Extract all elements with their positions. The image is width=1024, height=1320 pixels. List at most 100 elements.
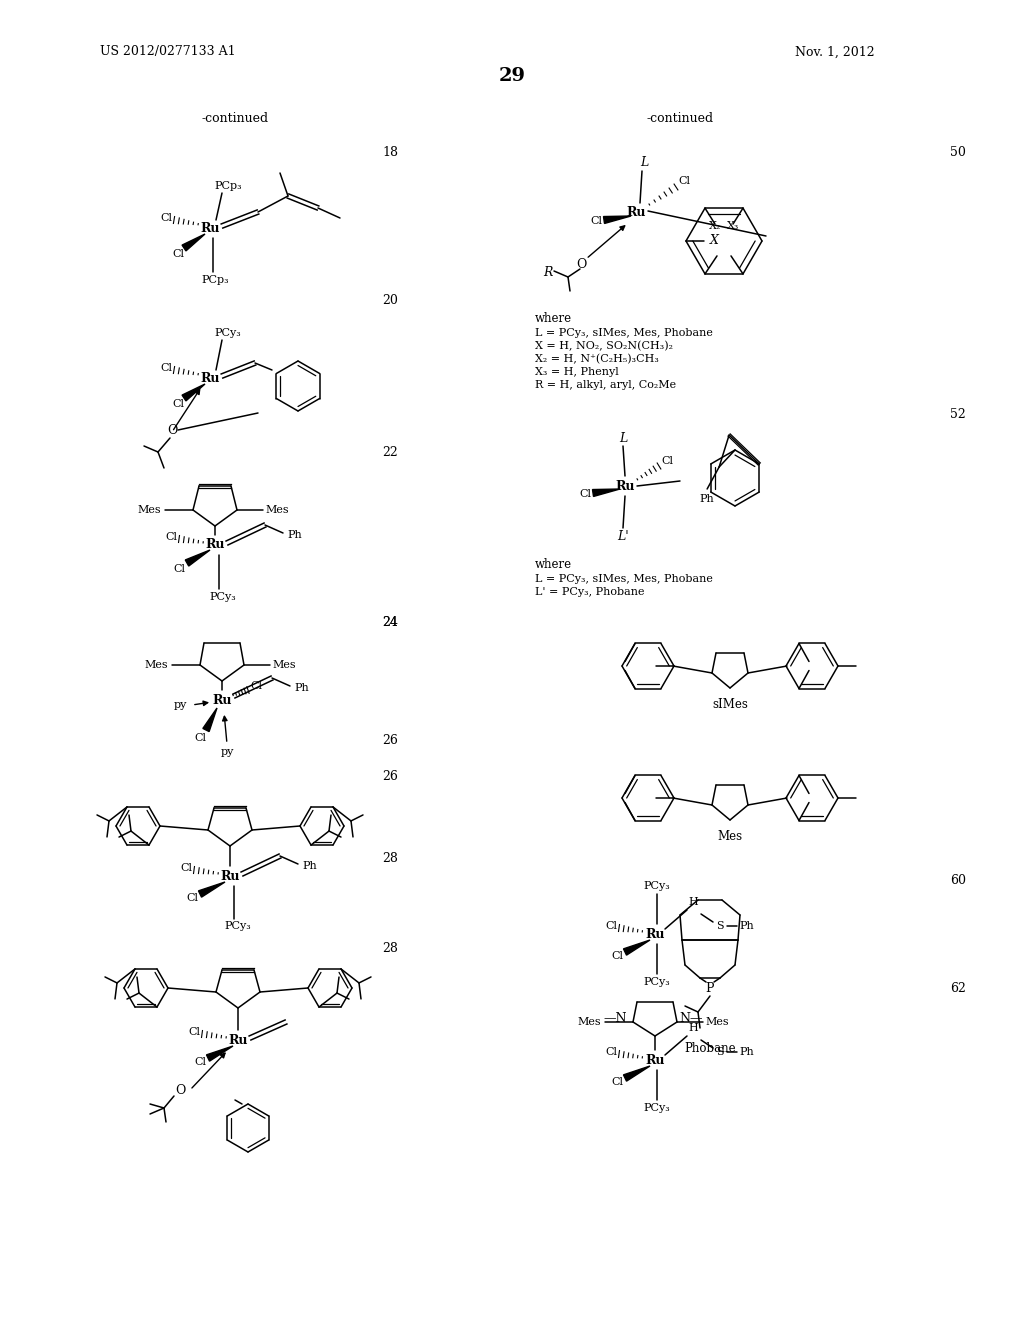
Polygon shape (182, 384, 205, 401)
Text: X₂ = H, N⁺(C₂H₅)₃CH₃: X₂ = H, N⁺(C₂H₅)₃CH₃ (535, 354, 658, 364)
Text: Cl: Cl (186, 894, 198, 903)
Text: PCp₃: PCp₃ (201, 275, 228, 285)
Text: Mes: Mes (144, 660, 168, 671)
Text: Cl: Cl (173, 564, 185, 574)
Text: 28: 28 (382, 941, 398, 954)
Text: PCp₃: PCp₃ (214, 181, 242, 191)
Text: N—: N— (679, 1012, 702, 1026)
Text: where: where (535, 558, 572, 572)
Text: L: L (640, 157, 648, 169)
Text: Ph: Ph (303, 861, 317, 871)
Text: 24: 24 (382, 615, 398, 628)
Text: PCy₃: PCy₃ (224, 921, 251, 931)
Text: -continued: -continued (646, 111, 714, 124)
Text: X = H, NO₂, SO₂N(CH₃)₂: X = H, NO₂, SO₂N(CH₃)₂ (535, 341, 673, 351)
Polygon shape (603, 216, 631, 223)
Text: P: P (706, 982, 715, 994)
Text: Mes: Mes (578, 1016, 601, 1027)
Text: -continued: -continued (202, 111, 268, 124)
Text: PCy₃: PCy₃ (644, 1104, 671, 1113)
Text: Mes: Mes (272, 660, 296, 671)
Text: 26: 26 (382, 734, 398, 747)
Text: Mes: Mes (265, 506, 289, 515)
Polygon shape (203, 708, 217, 731)
Text: Cl: Cl (194, 1057, 206, 1067)
Text: py: py (173, 700, 186, 710)
Text: 29: 29 (499, 67, 525, 84)
Text: Mes: Mes (706, 1016, 729, 1027)
Text: Nov. 1, 2012: Nov. 1, 2012 (796, 45, 874, 58)
Text: X₃: X₃ (727, 220, 739, 231)
Text: 26: 26 (382, 770, 398, 783)
Text: —N: —N (603, 1012, 627, 1026)
Text: Ru: Ru (627, 206, 646, 219)
Text: Cl: Cl (611, 1077, 623, 1086)
Text: Cl: Cl (611, 950, 623, 961)
Polygon shape (207, 1045, 233, 1061)
Text: Ru: Ru (201, 371, 220, 384)
Text: Mes: Mes (718, 829, 742, 842)
Text: PCy₃: PCy₃ (215, 327, 242, 338)
Text: 22: 22 (382, 446, 398, 459)
Text: Ru: Ru (615, 479, 635, 492)
Text: Cl: Cl (605, 1047, 617, 1057)
Text: Cl: Cl (172, 399, 184, 409)
Text: where: where (535, 312, 572, 325)
Text: Cl: Cl (579, 488, 591, 499)
Text: Cl: Cl (250, 681, 262, 690)
Text: 60: 60 (950, 874, 966, 887)
Text: 50: 50 (950, 145, 966, 158)
Text: Ru: Ru (212, 693, 231, 706)
Text: X₃ = H, Phenyl: X₃ = H, Phenyl (535, 367, 618, 378)
Text: Ph: Ph (295, 682, 309, 693)
Text: Cl: Cl (165, 532, 177, 543)
Text: Ru: Ru (201, 222, 220, 235)
Text: Cl: Cl (590, 216, 602, 226)
Text: X₂: X₂ (709, 220, 721, 231)
Text: X: X (710, 235, 719, 248)
Text: H: H (688, 898, 698, 907)
Text: 18: 18 (382, 145, 398, 158)
Text: R = H, alkyl, aryl, Co₂Me: R = H, alkyl, aryl, Co₂Me (535, 380, 676, 389)
Text: 28: 28 (382, 851, 398, 865)
Text: S: S (716, 1047, 724, 1057)
Text: S: S (716, 921, 724, 931)
Text: Ru: Ru (228, 1034, 248, 1047)
Text: Ru: Ru (220, 870, 240, 883)
Polygon shape (593, 488, 620, 496)
Text: US 2012/0277133 A1: US 2012/0277133 A1 (100, 45, 236, 58)
Text: L: L (618, 432, 627, 445)
Text: Cl: Cl (678, 176, 690, 186)
Text: L': L' (617, 529, 629, 543)
Text: Cl: Cl (194, 733, 206, 743)
Text: 52: 52 (950, 408, 966, 421)
Text: Ph: Ph (739, 1047, 755, 1057)
Text: 62: 62 (950, 982, 966, 994)
Polygon shape (199, 882, 225, 898)
Text: O: O (175, 1084, 185, 1097)
Polygon shape (182, 234, 205, 251)
Text: Cl: Cl (188, 1027, 200, 1038)
Text: Ru: Ru (645, 928, 665, 940)
Text: O: O (575, 257, 586, 271)
Text: L = PCy₃, sIMes, Mes, Phobane: L = PCy₃, sIMes, Mes, Phobane (535, 574, 713, 583)
Text: Ph: Ph (288, 531, 302, 540)
Text: Cl: Cl (180, 863, 193, 873)
Text: H: H (688, 1023, 698, 1034)
Polygon shape (185, 550, 210, 566)
Text: Cl: Cl (160, 213, 172, 223)
Text: PCy₃: PCy₃ (644, 880, 671, 891)
Text: 24: 24 (382, 615, 398, 628)
Text: R: R (544, 267, 553, 280)
Text: sIMes: sIMes (712, 697, 748, 710)
Text: py: py (220, 747, 233, 756)
Text: PCy₃: PCy₃ (210, 591, 237, 602)
Polygon shape (624, 1067, 650, 1081)
Text: Mes: Mes (137, 506, 161, 515)
Text: Ph: Ph (699, 494, 715, 504)
Text: Cl: Cl (605, 921, 617, 931)
Text: Cl: Cl (160, 363, 172, 374)
Text: Ph: Ph (739, 921, 755, 931)
Text: Cl: Cl (662, 455, 673, 466)
Text: 20: 20 (382, 293, 398, 306)
